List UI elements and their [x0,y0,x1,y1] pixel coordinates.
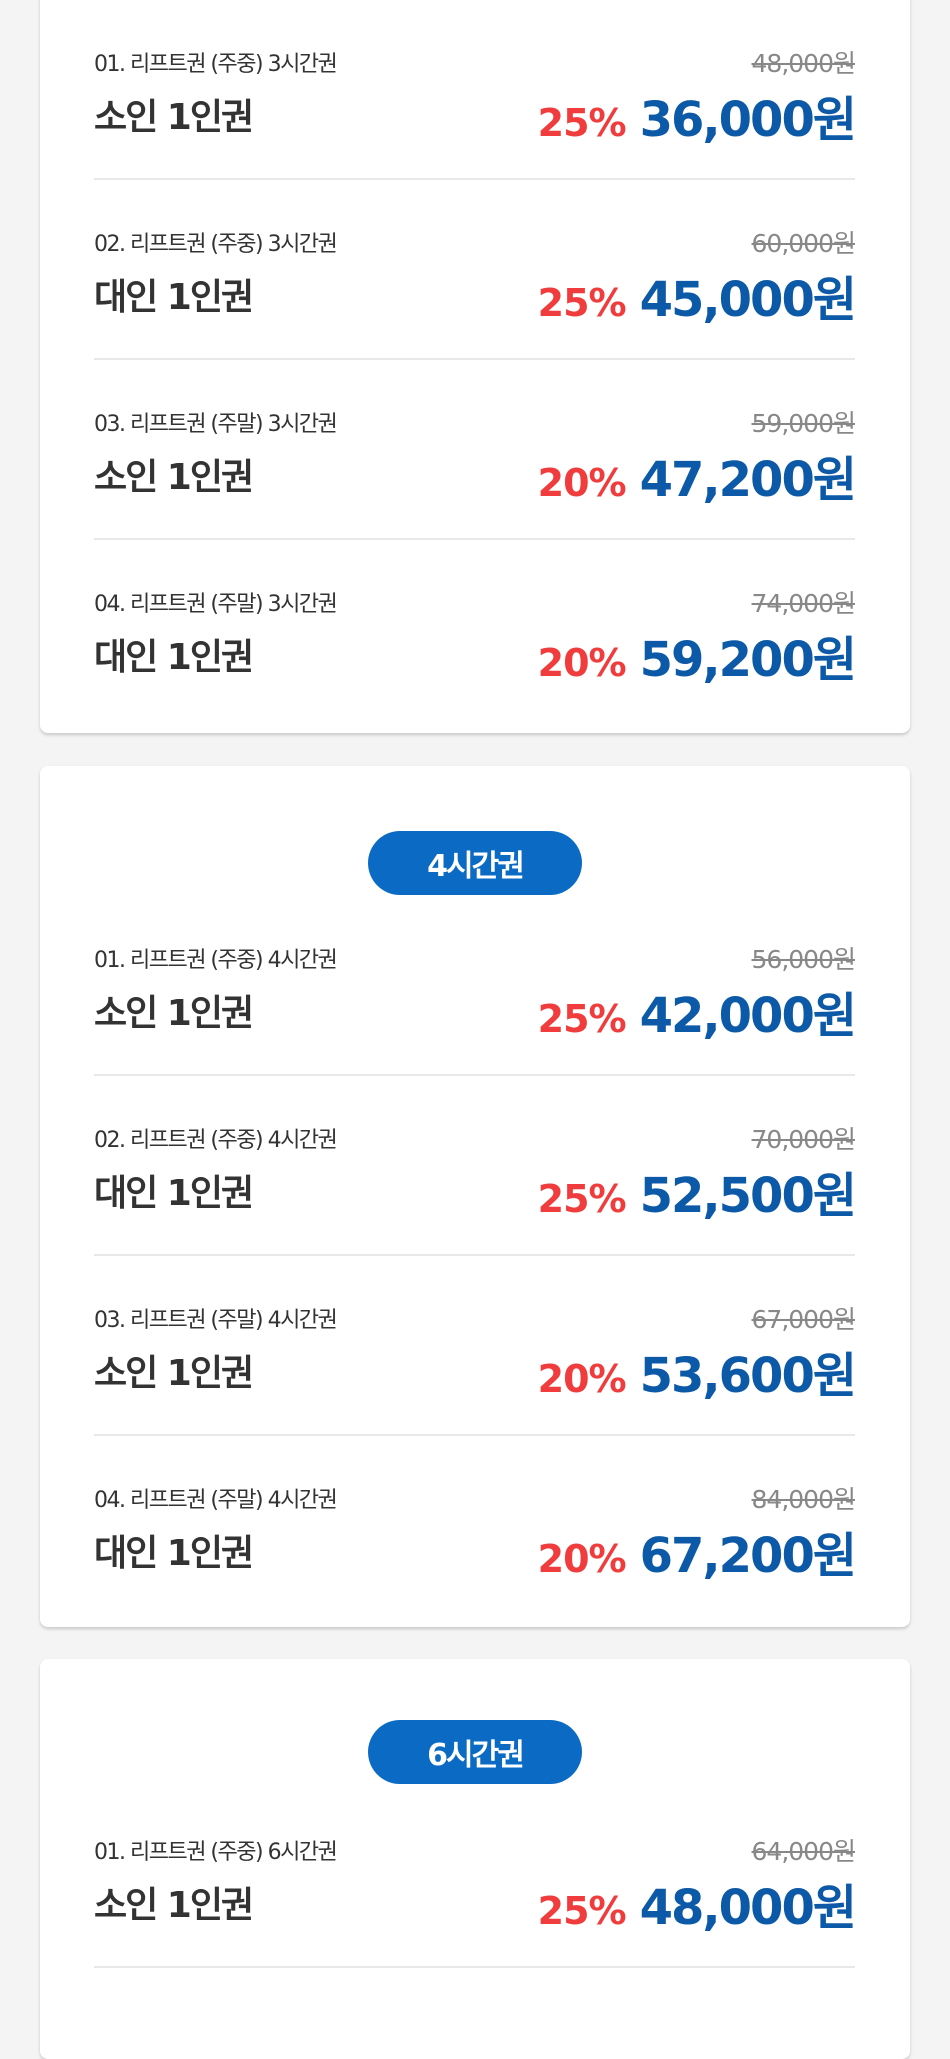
discount-rate: 25% [537,1889,627,1933]
discount-rate: 25% [537,1177,627,1221]
price-group: 25% 36,000원 [537,80,857,150]
sale-price: 45,000원 [639,272,857,328]
ticket-name: 대인 1인권 [94,1173,254,1214]
discount-rate: 20% [537,1357,627,1401]
price-group: 25% 42,000원 [537,976,857,1046]
sale-price: 52,500원 [639,1168,857,1224]
ticket-label: 04. 리프트권 (주말) 4시간권 [94,1488,338,1513]
price-group: 20% 59,200원 [537,620,857,690]
price-group: 25% 52,500원 [537,1156,857,1226]
ticket-name: 소인 1인권 [94,1885,254,1926]
ticket-name: 대인 1인권 [94,637,254,678]
discount-rate: 20% [537,1537,627,1581]
ticket-label: 03. 리프트권 (주말) 4시간권 [94,1308,338,1333]
discount-rate: 25% [537,101,627,145]
sale-price: 48,000원 [639,1880,857,1936]
price-group: 25% 48,000원 [537,1868,857,1938]
original-price: 60,000원 [751,229,856,258]
discount-rate: 25% [537,997,627,1041]
price-group: 20% 47,200원 [537,440,857,510]
sale-price: 59,200원 [639,632,857,688]
ticket-label: 01. 리프트권 (주중) 4시간권 [94,948,338,973]
price-group: 25% 45,000원 [537,260,857,330]
ticket-label: 01. 리프트권 (주중) 3시간권 [94,52,338,77]
ticket-name: 대인 1인권 [94,1533,254,1574]
discount-rate: 20% [537,641,627,685]
original-price: 64,000원 [751,1837,856,1866]
ticket-name: 소인 1인권 [94,993,254,1034]
sale-price: 47,200원 [639,452,857,508]
original-price: 74,000원 [751,589,856,618]
ticket-name: 소인 1인권 [94,1353,254,1394]
sale-price: 36,000원 [639,92,857,148]
sale-price: 67,200원 [639,1528,857,1584]
original-price: 70,000원 [751,1125,856,1154]
sale-price: 53,600원 [639,1348,857,1404]
ticket-label: 02. 리프트권 (주중) 3시간권 [94,232,338,257]
duration-badge: 4시간권 [368,831,582,895]
original-price: 48,000원 [751,49,856,78]
discount-rate: 20% [537,461,627,505]
ticket-name: 대인 1인권 [94,277,254,318]
original-price: 56,000원 [751,945,856,974]
ticket-label: 01. 리프트권 (주중) 6시간권 [94,1840,338,1865]
original-price: 59,000원 [751,409,856,438]
sale-price: 42,000원 [639,988,857,1044]
ticket-label: 03. 리프트권 (주말) 3시간권 [94,412,338,437]
price-group: 20% 67,200원 [537,1516,857,1586]
ticket-label: 02. 리프트권 (주중) 4시간권 [94,1128,338,1153]
discount-rate: 25% [537,281,627,325]
duration-badge: 6시간권 [368,1720,582,1784]
ticket-name: 소인 1인권 [94,97,254,138]
original-price: 67,000원 [751,1305,856,1334]
ticket-label: 04. 리프트권 (주말) 3시간권 [94,592,338,617]
ticket-name: 소인 1인권 [94,457,254,498]
price-group: 20% 53,600원 [537,1336,857,1406]
original-price: 84,000원 [751,1485,856,1514]
